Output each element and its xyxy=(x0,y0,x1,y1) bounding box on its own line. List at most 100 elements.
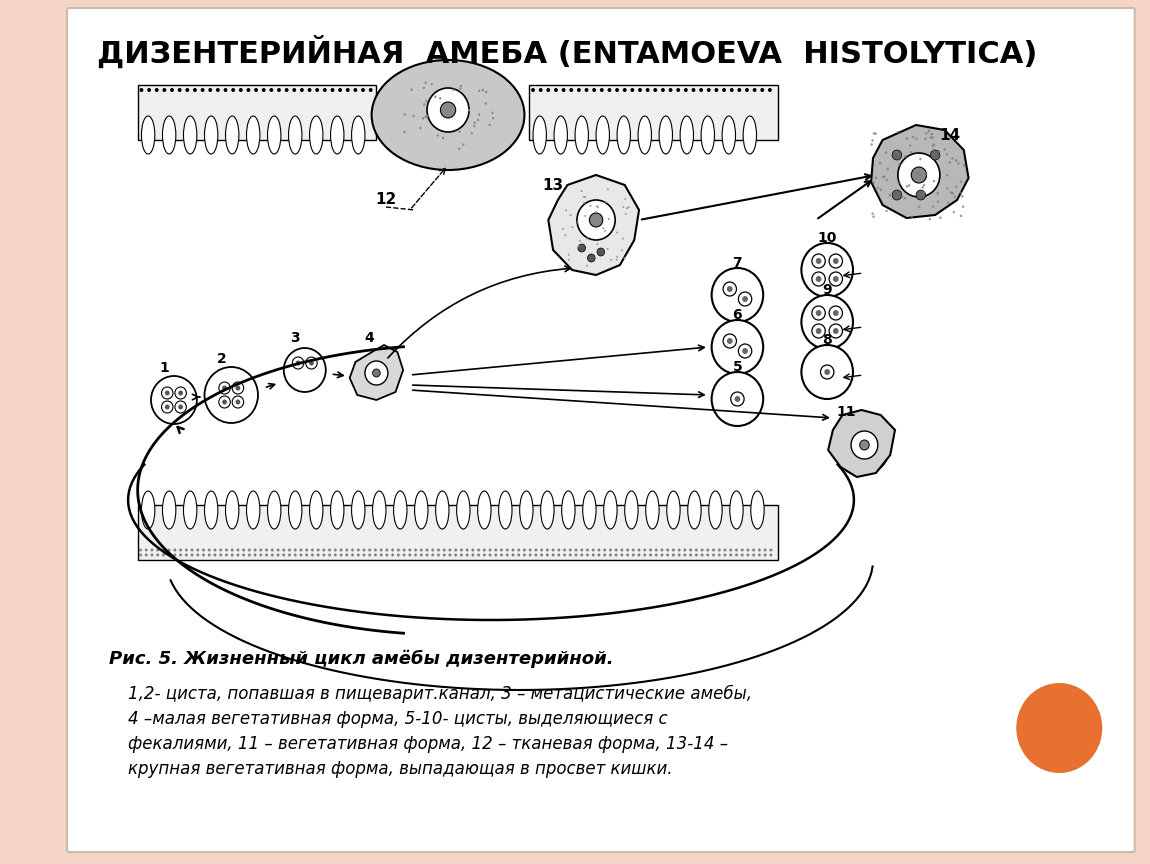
Circle shape xyxy=(646,88,650,92)
Circle shape xyxy=(500,554,503,556)
Circle shape xyxy=(162,88,167,92)
Text: 2: 2 xyxy=(217,352,227,366)
Circle shape xyxy=(435,96,436,98)
Circle shape xyxy=(431,554,435,556)
Circle shape xyxy=(938,150,941,153)
Ellipse shape xyxy=(393,491,407,529)
Circle shape xyxy=(197,554,199,556)
Circle shape xyxy=(248,549,251,551)
Circle shape xyxy=(208,549,210,551)
Circle shape xyxy=(963,164,965,167)
Circle shape xyxy=(950,191,952,194)
Ellipse shape xyxy=(659,116,673,154)
Circle shape xyxy=(615,554,618,556)
Circle shape xyxy=(450,108,452,111)
Circle shape xyxy=(729,554,733,556)
Circle shape xyxy=(900,196,904,199)
Circle shape xyxy=(860,440,869,450)
Circle shape xyxy=(243,549,245,551)
Circle shape xyxy=(760,88,764,92)
Circle shape xyxy=(925,137,927,140)
Ellipse shape xyxy=(268,116,281,154)
Circle shape xyxy=(139,549,141,551)
Circle shape xyxy=(742,348,748,354)
Circle shape xyxy=(588,254,595,262)
Circle shape xyxy=(485,91,488,93)
Circle shape xyxy=(220,549,222,551)
Circle shape xyxy=(699,88,703,92)
Circle shape xyxy=(440,102,455,118)
Circle shape xyxy=(597,244,598,245)
Circle shape xyxy=(145,554,147,556)
Circle shape xyxy=(746,549,750,551)
Circle shape xyxy=(254,554,256,556)
Ellipse shape xyxy=(225,491,239,529)
Circle shape xyxy=(758,554,761,556)
Circle shape xyxy=(292,357,304,369)
Circle shape xyxy=(558,549,560,551)
Circle shape xyxy=(491,111,493,114)
Circle shape xyxy=(214,549,216,551)
Circle shape xyxy=(620,549,623,551)
Circle shape xyxy=(745,88,749,92)
Circle shape xyxy=(423,86,426,89)
Circle shape xyxy=(575,554,577,556)
Circle shape xyxy=(431,549,435,551)
Circle shape xyxy=(908,184,911,187)
Circle shape xyxy=(706,549,710,551)
Circle shape xyxy=(895,150,898,153)
Ellipse shape xyxy=(646,491,659,529)
Circle shape xyxy=(284,348,325,392)
Circle shape xyxy=(876,187,879,189)
Ellipse shape xyxy=(575,116,589,154)
Circle shape xyxy=(871,143,873,146)
Circle shape xyxy=(911,216,913,219)
Circle shape xyxy=(917,190,926,200)
Circle shape xyxy=(802,243,853,297)
Circle shape xyxy=(833,415,890,475)
Circle shape xyxy=(922,191,925,194)
Ellipse shape xyxy=(499,491,512,529)
Circle shape xyxy=(266,554,268,556)
Circle shape xyxy=(910,151,912,154)
Circle shape xyxy=(712,268,764,322)
Circle shape xyxy=(248,554,251,556)
Circle shape xyxy=(472,549,474,551)
Circle shape xyxy=(459,87,461,90)
Ellipse shape xyxy=(561,491,575,529)
Circle shape xyxy=(961,206,965,208)
Text: 12: 12 xyxy=(375,193,397,207)
Ellipse shape xyxy=(708,491,722,529)
Ellipse shape xyxy=(205,491,217,529)
Circle shape xyxy=(929,137,932,139)
Circle shape xyxy=(654,554,658,556)
Circle shape xyxy=(293,554,297,556)
Text: 1,2- циста, попавшая в пищеварит.канал, 3 – метацистические амебы,
4 –малая веге: 1,2- циста, попавшая в пищеварит.канал, … xyxy=(128,685,752,778)
Circle shape xyxy=(889,194,891,196)
Circle shape xyxy=(689,554,692,556)
Circle shape xyxy=(426,549,429,551)
Circle shape xyxy=(596,205,598,207)
Circle shape xyxy=(353,88,358,92)
Circle shape xyxy=(695,554,698,556)
Circle shape xyxy=(621,250,623,251)
Circle shape xyxy=(833,258,838,264)
Text: Рис. 5. Жизненный цикл амёбы дизентерийной.: Рис. 5. Жизненный цикл амёбы дизентерийн… xyxy=(109,650,614,668)
Circle shape xyxy=(283,554,285,556)
Circle shape xyxy=(741,549,744,551)
Circle shape xyxy=(622,206,624,208)
Circle shape xyxy=(919,174,921,176)
Ellipse shape xyxy=(477,491,491,529)
Circle shape xyxy=(607,88,612,92)
Circle shape xyxy=(472,554,474,556)
Circle shape xyxy=(930,150,940,160)
Circle shape xyxy=(322,549,325,551)
Circle shape xyxy=(886,210,888,213)
Circle shape xyxy=(610,549,612,551)
Ellipse shape xyxy=(373,491,386,529)
Circle shape xyxy=(306,357,317,369)
Circle shape xyxy=(637,549,641,551)
Circle shape xyxy=(218,382,230,394)
Circle shape xyxy=(494,549,497,551)
Circle shape xyxy=(812,254,826,268)
